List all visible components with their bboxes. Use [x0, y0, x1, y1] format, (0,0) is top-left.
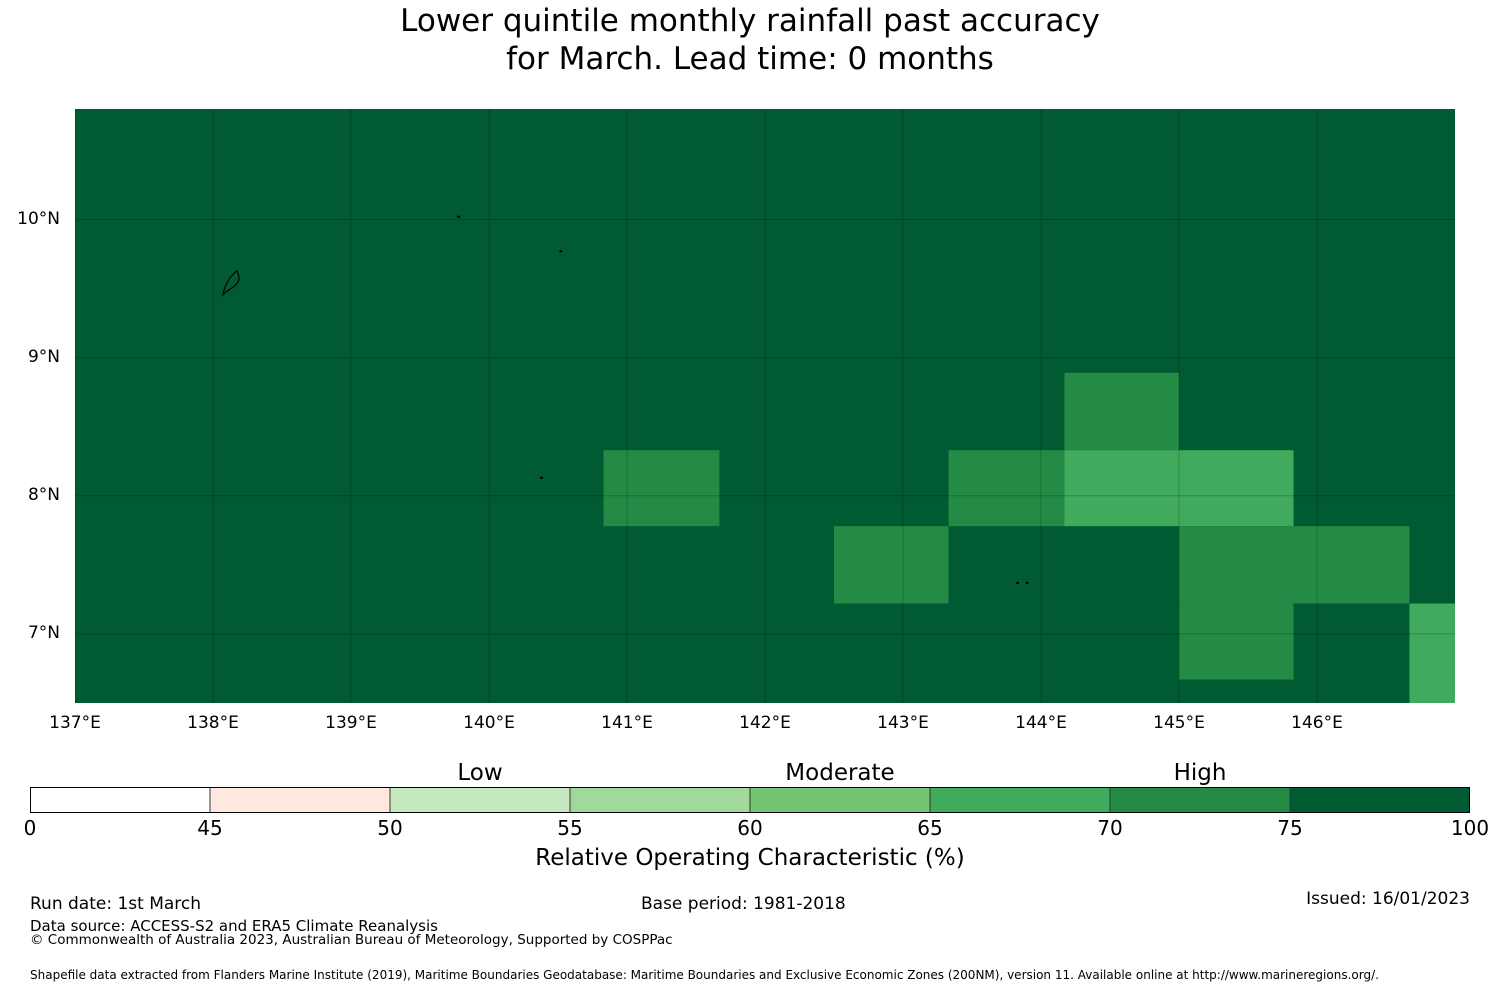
colorbar-tick-label: 45	[197, 816, 223, 840]
colorbar-segment-2	[389, 787, 571, 813]
skill-cell-6	[1179, 526, 1294, 604]
skill-cell-2	[948, 450, 1065, 527]
skill-cell-1	[834, 526, 949, 604]
colorbar-tick-label: 55	[557, 816, 583, 840]
island-east-1	[1015, 581, 1020, 585]
colorbar-segment-0	[30, 787, 211, 813]
category-moderate: Moderate	[785, 760, 895, 786]
colorbar-segment-1	[209, 787, 391, 813]
x-tick-label: 137°E	[49, 713, 101, 733]
colorbar-tick-label: 70	[1097, 816, 1123, 840]
x-tick-label: 145°E	[1153, 713, 1205, 733]
title-line-2: for March. Lead time: 0 months	[506, 41, 994, 77]
copyright: © Commonwealth of Australia 2023, Austra…	[30, 932, 673, 948]
base-period: Base period: 1981-2018	[641, 894, 846, 914]
map-svg	[75, 109, 1455, 703]
colorbar-tick-label: 50	[377, 816, 403, 840]
data-source: Data source: ACCESS-S2 and ERA5 Climate …	[30, 917, 438, 935]
island-ulithi	[559, 250, 563, 253]
colorbar-tick-label: 100	[1450, 816, 1490, 840]
map-panel	[75, 109, 1455, 703]
colorbar	[30, 787, 1470, 813]
colorbar-segment-6	[1109, 787, 1291, 813]
colorbar-label: Relative Operating Characteristic (%)	[535, 845, 965, 871]
skill-cell-0	[603, 450, 720, 527]
title-line-1: Lower quintile monthly rainfall past acc…	[400, 3, 1100, 39]
skill-cell-3	[1064, 372, 1179, 451]
shapefile-credit: Shapefile data extracted from Flanders M…	[30, 968, 1379, 982]
y-tick-label: 7°N	[27, 622, 60, 643]
x-tick-label: 143°E	[877, 713, 929, 733]
skill-cell-9	[1409, 603, 1455, 703]
skill-cell-7	[1179, 603, 1294, 680]
colorbar-tick-label: 0	[23, 816, 37, 840]
colorbar-segment-3	[569, 787, 751, 813]
island-yap	[222, 269, 240, 297]
x-tick-label: 144°E	[1015, 713, 1067, 733]
skill-cell-5	[1179, 450, 1294, 527]
skill-cell-8	[1293, 526, 1410, 604]
x-tick-label: 146°E	[1291, 713, 1343, 733]
colorbar-segment-4	[749, 787, 931, 813]
category-high: High	[1173, 760, 1227, 786]
colorbar-tick-label: 60	[737, 816, 763, 840]
skill-cell-4	[1064, 450, 1179, 527]
issued-date: Issued: 16/01/2023	[1306, 889, 1470, 909]
colorbar-tick-label: 75	[1277, 816, 1303, 840]
category-low: Low	[457, 760, 503, 786]
y-tick-label: 10°N	[17, 208, 60, 229]
colorbar-segment-5	[929, 787, 1111, 813]
colorbar-segment-7	[1289, 787, 1470, 813]
island-east-2	[1025, 581, 1029, 585]
x-tick-label: 138°E	[187, 713, 239, 733]
run-date: Run date: 1st March	[30, 894, 202, 914]
x-tick-label: 142°E	[739, 713, 791, 733]
x-tick-label: 141°E	[601, 713, 653, 733]
x-tick-label: 139°E	[325, 713, 377, 733]
y-tick-label: 9°N	[27, 346, 60, 367]
chart-title: Lower quintile monthly rainfall past acc…	[0, 2, 1500, 78]
colorbar-frame	[30, 787, 1470, 813]
island-ngulu	[457, 215, 461, 218]
colorbar-tick-label: 65	[917, 816, 943, 840]
x-tick-label: 140°E	[463, 713, 515, 733]
island-sorol	[539, 476, 544, 480]
y-tick-label: 8°N	[27, 484, 60, 505]
